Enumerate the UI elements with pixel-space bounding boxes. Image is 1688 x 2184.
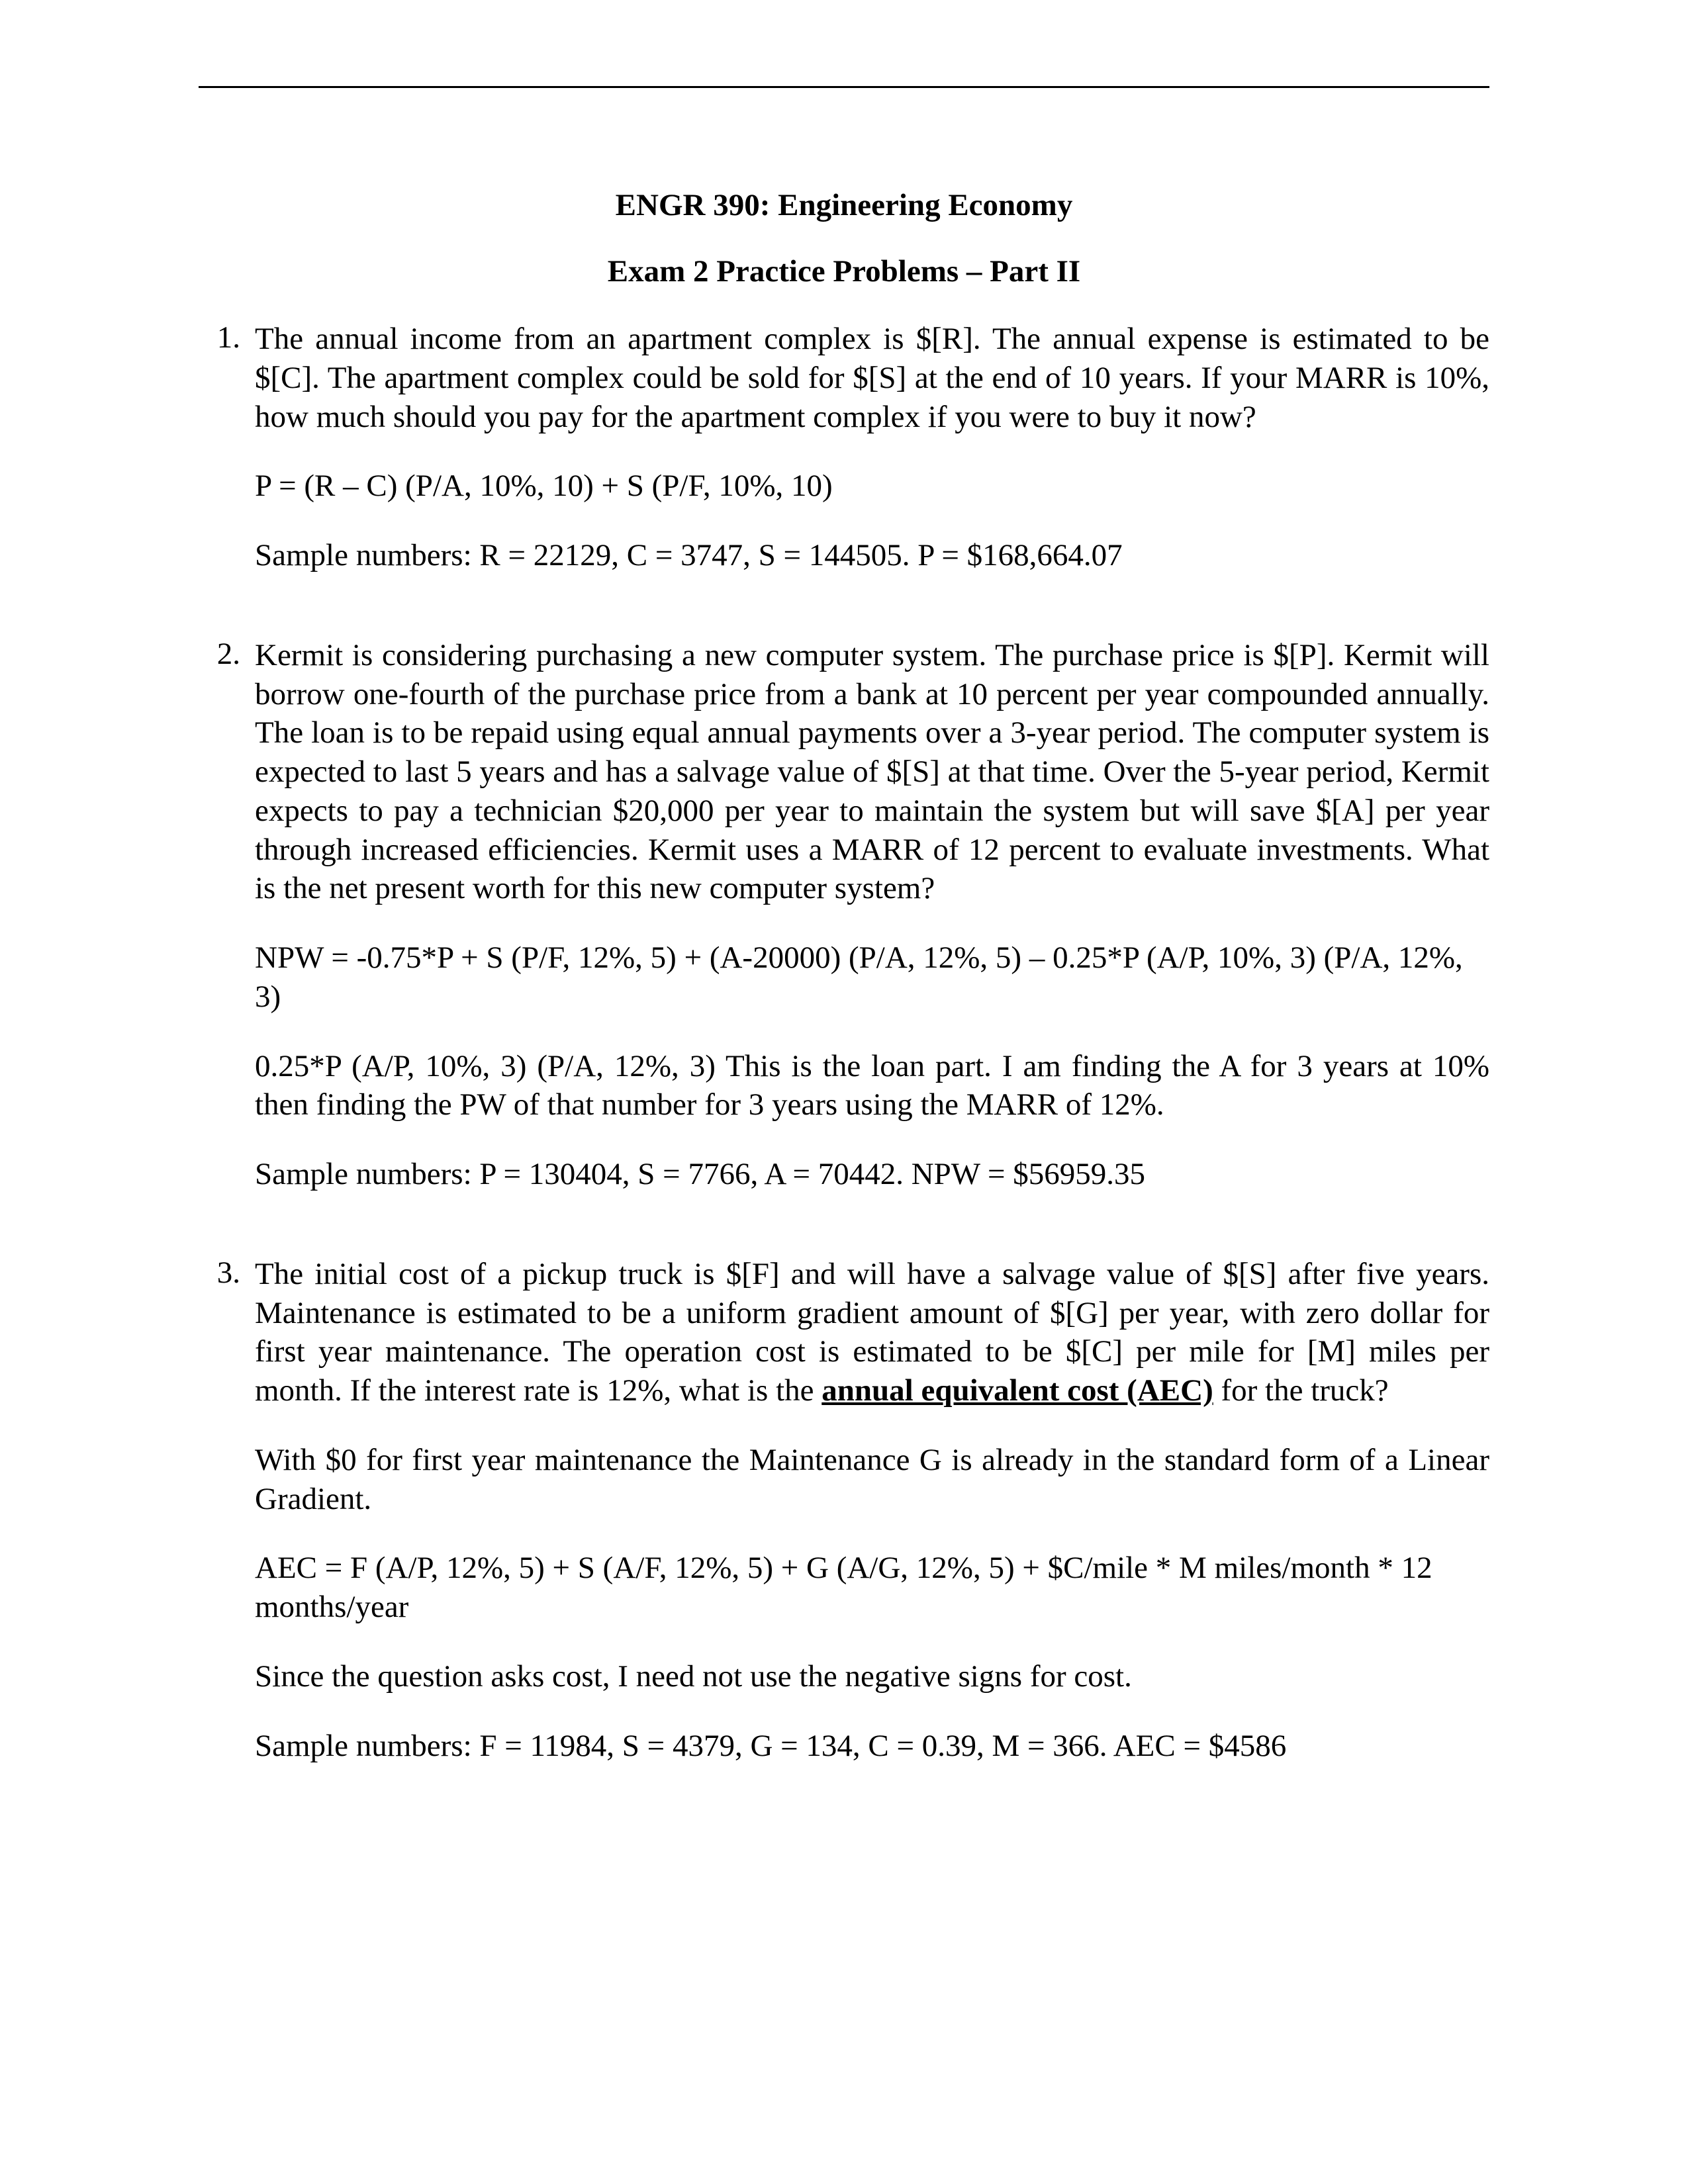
problem-body: The annual income from an apartment comp…	[255, 320, 1489, 606]
problem-note: With $0 for first year maintenance the M…	[255, 1441, 1489, 1519]
problem-number: 1.	[199, 320, 255, 606]
problem-sample: Sample numbers: P = 130404, S = 7766, A …	[255, 1155, 1489, 1194]
problem-question: Kermit is considering purchasing a new c…	[255, 636, 1489, 908]
question-emphasis: annual equivalent cost (AEC)	[821, 1373, 1213, 1408]
problem-body: The initial cost of a pickup truck is $[…	[255, 1255, 1489, 1796]
document-subtitle: Exam 2 Practice Problems – Part II	[199, 253, 1489, 289]
problem-number: 3.	[199, 1255, 255, 1796]
problem-formula: NPW = -0.75*P + S (P/F, 12%, 5) + (A-200…	[255, 938, 1489, 1017]
problems-list: 1. The annual income from an apartment c…	[199, 320, 1489, 1796]
document-page: ENGR 390: Engineering Economy Exam 2 Pra…	[0, 0, 1688, 2025]
problem-formula: P = (R – C) (P/A, 10%, 10) + S (P/F, 10%…	[255, 467, 1489, 506]
problem-explanation: 0.25*P (A/P, 10%, 3) (P/A, 12%, 3) This …	[255, 1047, 1489, 1125]
course-title: ENGR 390: Engineering Economy	[199, 187, 1489, 223]
top-horizontal-rule	[199, 86, 1489, 88]
problem-3: 3. The initial cost of a pickup truck is…	[199, 1255, 1489, 1796]
problem-formula: AEC = F (A/P, 12%, 5) + S (A/F, 12%, 5) …	[255, 1549, 1489, 1627]
problem-sample: Sample numbers: R = 22129, C = 3747, S =…	[255, 536, 1489, 575]
problem-explanation: Since the question asks cost, I need not…	[255, 1657, 1489, 1696]
problem-sample: Sample numbers: F = 11984, S = 4379, G =…	[255, 1727, 1489, 1766]
problem-question: The annual income from an apartment comp…	[255, 320, 1489, 436]
problem-question: The initial cost of a pickup truck is $[…	[255, 1255, 1489, 1410]
problem-number: 2.	[199, 636, 255, 1224]
problem-1: 1. The annual income from an apartment c…	[199, 320, 1489, 606]
question-text-after: for the truck?	[1213, 1373, 1389, 1408]
problem-body: Kermit is considering purchasing a new c…	[255, 636, 1489, 1224]
problem-2: 2. Kermit is considering purchasing a ne…	[199, 636, 1489, 1224]
